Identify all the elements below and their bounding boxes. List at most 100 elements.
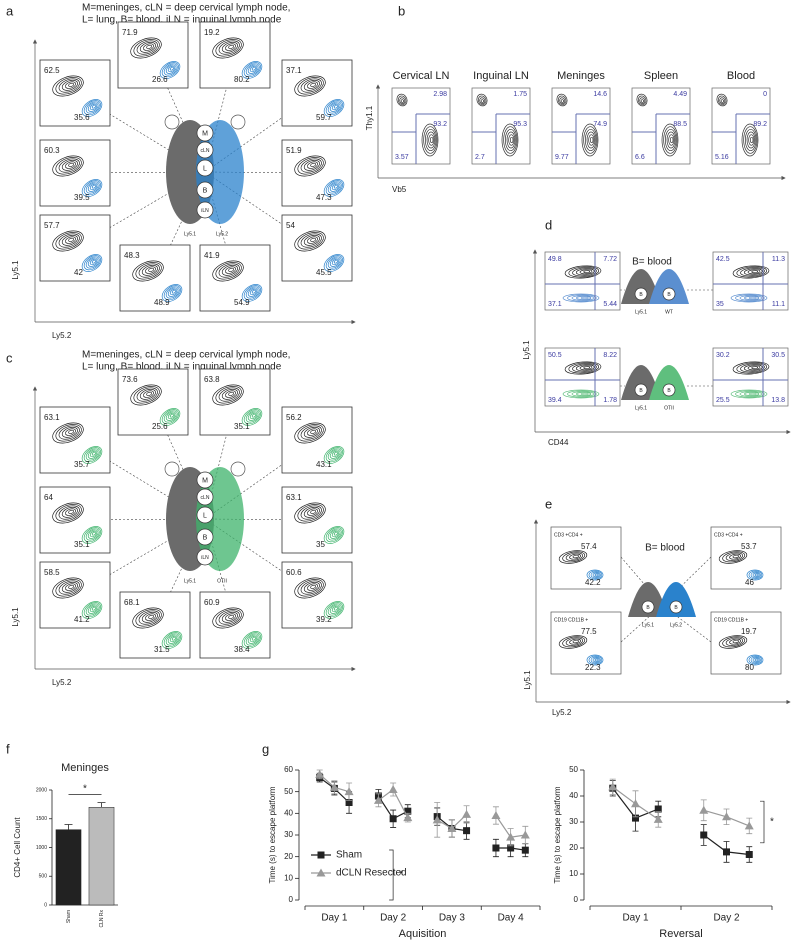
contour (325, 527, 343, 543)
plot-title: Inguinal LN (473, 70, 529, 82)
contour (740, 267, 765, 277)
x-tick-label: Sham (66, 910, 72, 923)
contour (331, 258, 340, 266)
contour (323, 99, 345, 117)
contour (329, 102, 341, 112)
contour (325, 447, 343, 463)
contour (752, 657, 760, 663)
x-axis-label: Ly5.2 (52, 678, 72, 687)
percent-label: 35 (316, 540, 325, 549)
percent-label: 63.1 (286, 493, 302, 502)
plot-box (551, 87, 611, 165)
contour (294, 502, 326, 524)
contour (722, 636, 746, 648)
contour (588, 570, 603, 580)
contour (303, 581, 320, 593)
marker (654, 805, 662, 813)
contour (503, 126, 518, 154)
contour (135, 262, 162, 280)
contour (739, 391, 762, 397)
contour (87, 102, 99, 112)
contour (245, 63, 260, 76)
organ (641, 600, 655, 614)
percent-label: 42.5 (716, 256, 730, 263)
y-tick-label: 60 (284, 765, 293, 774)
contour (479, 97, 486, 105)
organ (196, 124, 214, 142)
marker (700, 831, 708, 839)
contour (586, 654, 604, 666)
contour (245, 633, 260, 646)
marker (699, 805, 709, 814)
contour (716, 93, 728, 107)
contour (729, 638, 741, 645)
contour (719, 97, 726, 105)
contour (241, 408, 263, 426)
contour (141, 264, 158, 276)
ear (230, 461, 246, 477)
contour (65, 583, 76, 591)
x-tick-label: Day 1 (622, 913, 649, 924)
x-tick-label: Day 1 (321, 913, 348, 924)
contour (300, 78, 322, 93)
organ-label: B (639, 388, 643, 394)
contour (565, 552, 584, 561)
contour (249, 635, 258, 643)
x-axis-label: Vb5 (392, 185, 407, 194)
gate-label: CD3 +CD4 + (554, 532, 583, 538)
contour (735, 294, 765, 302)
percent-label: 48.9 (154, 298, 170, 307)
contour (717, 95, 727, 106)
percent-label: 14.6 (593, 91, 607, 98)
percent-label: 26.6 (152, 75, 168, 84)
contour (736, 362, 768, 374)
contour (333, 104, 338, 109)
marker (744, 821, 754, 830)
percent-label: 7.72 (603, 256, 617, 263)
x-axis-label: Aquisition (399, 928, 447, 940)
percent-label: 64 (44, 493, 53, 502)
contour (171, 289, 176, 294)
contour (85, 528, 100, 541)
contour (575, 268, 595, 276)
contour (331, 605, 340, 613)
organ-label: B (203, 187, 208, 194)
contour (748, 655, 763, 665)
contour (61, 581, 78, 593)
organ (669, 600, 683, 614)
contour (55, 232, 82, 250)
percent-label: 47.3 (316, 193, 332, 202)
y-axis-label: Thy1.1 (365, 105, 374, 130)
plot-box (631, 87, 691, 165)
marker (462, 809, 472, 818)
contour (55, 424, 82, 442)
contour (85, 256, 100, 269)
contour (571, 391, 594, 397)
contour (331, 103, 340, 111)
legend-marker (316, 868, 326, 877)
contour (583, 366, 591, 370)
contour (588, 655, 603, 665)
organ (634, 287, 648, 301)
contour (89, 530, 98, 538)
body-left (628, 582, 668, 617)
y-axis-label: Ly5.1 (522, 340, 531, 360)
contour (221, 41, 238, 53)
contour (333, 606, 338, 611)
marker (373, 795, 383, 804)
body-right (656, 582, 696, 617)
contour (61, 506, 78, 518)
marker (432, 815, 442, 824)
body-right (649, 365, 689, 400)
organ-label: B (667, 388, 671, 394)
y-tick-label: 0 (289, 895, 294, 904)
contour (426, 131, 436, 149)
contour (83, 255, 101, 271)
contour (592, 657, 600, 663)
contour (668, 134, 675, 146)
contour (68, 429, 75, 434)
organ (196, 548, 214, 566)
percent-label: 42 (74, 268, 83, 277)
contour (251, 66, 256, 71)
percent-label: 80.2 (234, 75, 250, 84)
